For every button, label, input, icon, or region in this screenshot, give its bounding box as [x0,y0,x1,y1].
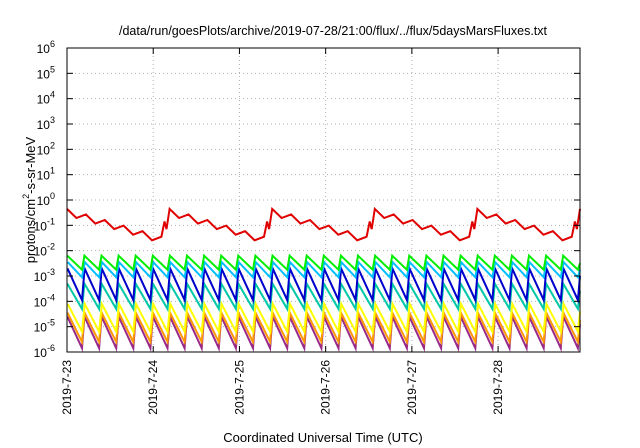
x-tick-label: 2019-7-27 [405,360,419,415]
axis-ticks: 10-610-510-410-310-210-11001011021031041… [34,39,580,415]
y-tick-label: 101 [37,166,55,183]
x-axis-label: Coordinated Universal Time (UTC) [223,430,422,445]
x-tick-label: 2019-7-25 [232,360,246,415]
x-tick-label: 2019-7-26 [319,360,333,415]
y-tick-label: 100 [37,191,55,208]
y-axis-label-text: protons/cm2-s-sr-MeV [21,136,38,263]
y-tick-label: 102 [37,140,55,157]
y-tick-label: 104 [37,90,55,107]
y-tick-label: 10-5 [34,318,55,335]
y-tick-label: 10-6 [34,343,55,360]
y-axis-label: protons/cm2-s-sr-MeV [21,136,38,263]
y-tick-label: 10-4 [34,292,55,309]
y-tick-label: 103 [37,115,55,132]
series-line [66,206,581,242]
series-line [66,259,581,280]
x-tick-label: 2019-7-28 [491,360,505,415]
series-line [66,280,581,313]
y-tick-label: 106 [37,39,55,56]
x-tick-label: 2019-7-24 [146,360,160,415]
chart-title: /data/run/goesPlots/archive/2019-07-28/2… [119,24,548,38]
series-lines [66,206,581,353]
series-line [66,253,581,272]
x-tick-label: 2019-7-23 [60,360,74,415]
y-tick-label: 105 [37,64,55,81]
series-line [66,300,581,336]
y-tick-label: 10-3 [34,267,55,284]
